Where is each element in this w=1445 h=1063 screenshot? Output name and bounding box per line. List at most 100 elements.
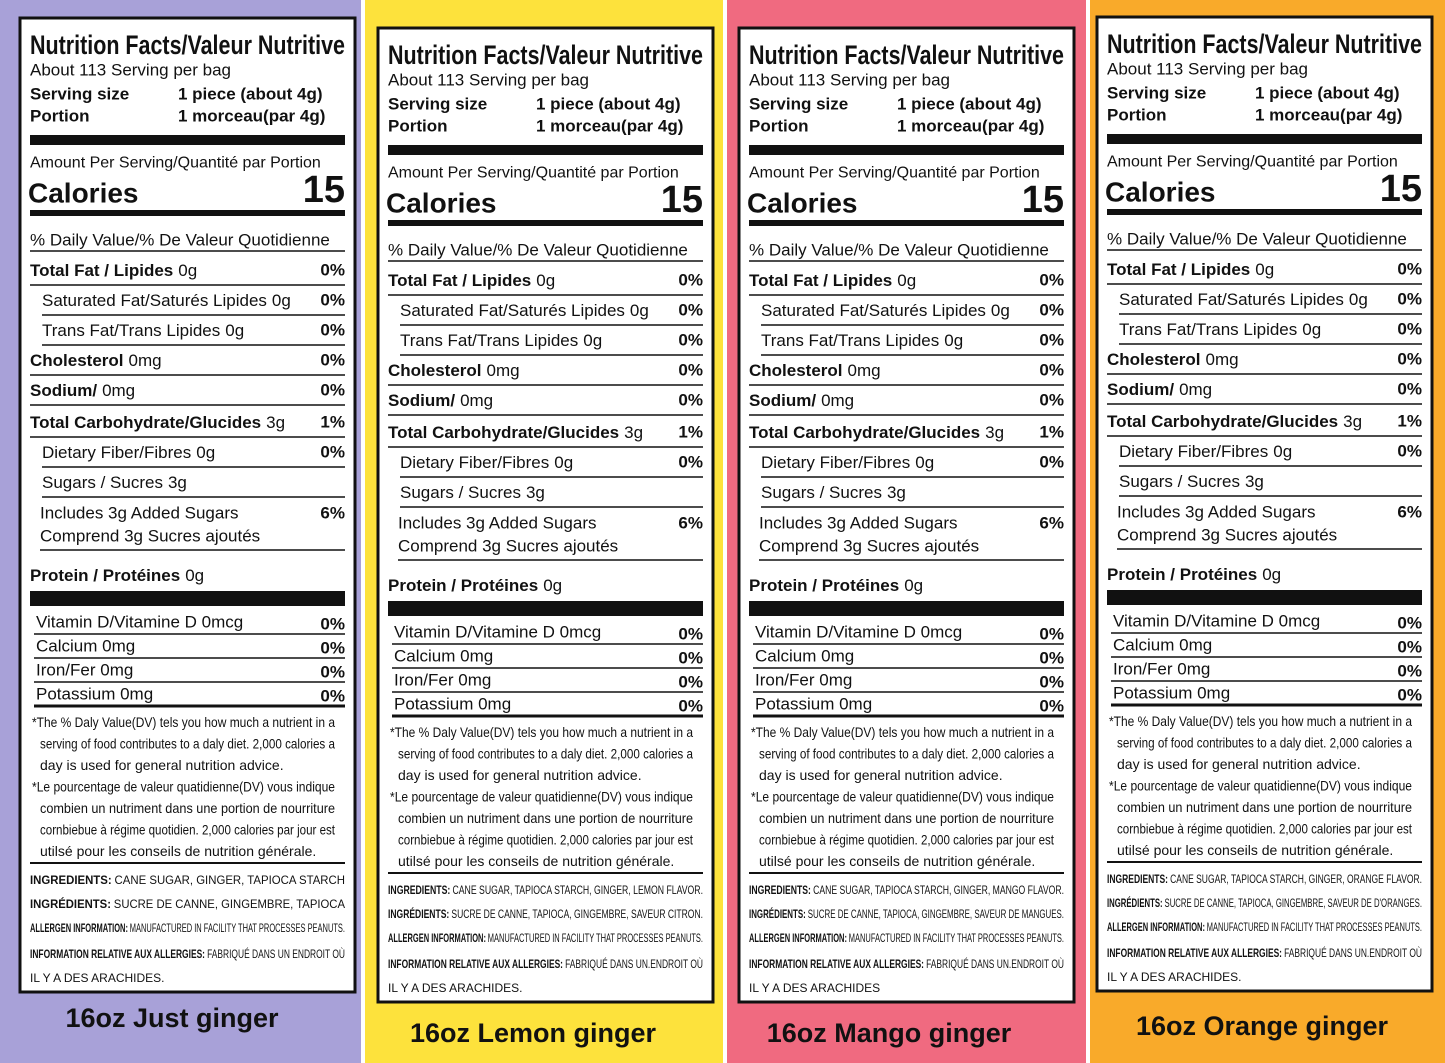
- protein-row: Protein / Protéines 0g: [388, 576, 562, 595]
- footnote: serving of food contributes to a daly di…: [759, 746, 1054, 762]
- ingredients-line: INFORMATION RELATIVE AUX ALLERGIES:FABRI…: [1107, 945, 1422, 960]
- nutrient-name: Saturated Fat/Saturés Lipides: [761, 301, 986, 320]
- nutrient-name: Sugars / Sucres: [42, 473, 163, 492]
- vitamin-dv: 0%: [1039, 673, 1064, 692]
- vitamin-dv: 0%: [1397, 686, 1422, 705]
- ingredients-text: IL Y A DES ARACHIDES.: [388, 981, 523, 995]
- ingredients-line: IL Y A DES ARACHIDES.: [30, 971, 165, 985]
- nutrient-amount: 0g: [897, 271, 916, 290]
- nutrient-amount: 3g: [168, 473, 187, 492]
- bar-rule: [749, 145, 1064, 155]
- nutrient-name: Cholesterol: [30, 351, 124, 370]
- added-sugars: Includes 3g Added Sugars: [40, 504, 238, 523]
- nutrient-name: Sugars / Sucres: [400, 483, 521, 502]
- nutrient-row: Sugars / Sucres 3g: [1119, 472, 1264, 491]
- nutrient-amount: 3g: [266, 413, 285, 432]
- footnote: combien un nutriment dans une portion de…: [759, 810, 1054, 826]
- ingredients-text: CANE SUGAR, GINGER, TAPIOCA STARCH: [115, 873, 345, 887]
- ingredients-line: INFORMATION RELATIVE AUX ALLERGIES:FABRI…: [388, 956, 703, 971]
- protein-name: Protein / Protéines: [388, 576, 538, 595]
- vitamin-dv: 0%: [678, 625, 703, 644]
- footnote: utilsé pour les conseils de nutrition gé…: [398, 853, 674, 869]
- vitamin-dv: 0%: [1397, 614, 1422, 633]
- nutrient-row: Total Fat / Lipides 0g: [30, 261, 197, 280]
- ingredients-line: IL Y A DES ARACHIDES: [749, 981, 880, 995]
- footnote: cornbiebue à régime quotidien. 2,000 cal…: [398, 832, 693, 848]
- nutrient-name: Trans Fat/Trans Lipides: [42, 321, 220, 340]
- dv-header: % Daily Value/% De Valeur Quotidienne: [749, 241, 1049, 260]
- bar-rule: [1107, 209, 1422, 215]
- nutrient-row: Sodium/0mg: [749, 391, 854, 410]
- nutrient-name: Total Carbohydrate/Glucides: [30, 413, 261, 432]
- amount-per-serving: Amount Per Serving/Quantité par Portion: [30, 155, 321, 172]
- ingredients-text: MANUFACTURED IN FACILITY THAT PROCESSES …: [849, 931, 1064, 945]
- nutrient-dv: 1%: [1039, 423, 1064, 442]
- nutrient-row: Total Carbohydrate/Glucides 3g: [30, 413, 285, 432]
- ingredients-label: INGREDIENTS:: [749, 883, 811, 897]
- nutrient-dv: 0%: [678, 301, 703, 320]
- nutrient-dv: 1%: [320, 413, 345, 432]
- footnote: combien un nutriment dans une portion de…: [40, 800, 335, 816]
- footnote: cornbiebue à régime quotidien. 2,000 cal…: [40, 822, 335, 838]
- nutrient-dv: 0%: [1039, 331, 1064, 350]
- nutrient-row: Saturated Fat/Saturés Lipides 0g: [1119, 290, 1368, 309]
- protein-name: Protein / Protéines: [749, 576, 899, 595]
- serving-label: Portion: [388, 117, 448, 136]
- nutrient-amount: 3g: [624, 423, 643, 442]
- ingredients-line: INFORMATION RELATIVE AUX ALLERGIES:FABRI…: [749, 956, 1064, 971]
- vitamin-name: Vitamin D/Vitamine D 0mcg: [394, 623, 601, 642]
- footnote: utilsé pour les conseils de nutrition gé…: [40, 843, 316, 859]
- serving-value: 1 morceau(par 4g): [536, 117, 683, 136]
- vitamin-dv: 0%: [678, 673, 703, 692]
- nutrient-dv: 1%: [678, 423, 703, 442]
- nutrient-dv: 0%: [320, 261, 345, 280]
- nutrient-amount: 0g: [944, 331, 963, 350]
- label-box: [376, 26, 715, 1004]
- servings: About 113 Serving per bag: [30, 61, 231, 80]
- nutrient-row: Dietary Fiber/Fibres 0g: [761, 453, 934, 472]
- calories-label: Calories: [28, 178, 139, 209]
- protein-amount: 0g: [904, 576, 923, 595]
- label-box: [737, 26, 1076, 1004]
- nutrient-name: Cholesterol: [388, 361, 482, 380]
- added-sugars: Comprend 3g Sucres ajoutés: [1117, 526, 1337, 545]
- ingredients-label: INGREDIENTS:: [388, 883, 450, 897]
- bar-rule: [30, 135, 345, 145]
- nutrient-row: Sodium/0mg: [388, 391, 493, 410]
- nutrient-amount: 0mg: [1179, 380, 1212, 399]
- footnote: *Le pourcentage de valeur quatidienne(DV…: [32, 779, 335, 795]
- serving-label: Portion: [749, 117, 809, 136]
- nutrient-dv: 0%: [320, 443, 345, 462]
- vitamin-name: Calcium 0mg: [394, 647, 493, 666]
- ingredients-label: INGREDIENTS:: [1107, 872, 1168, 886]
- nutrient-amount: 0mg: [129, 351, 162, 370]
- nutrient-dv: 0%: [678, 331, 703, 350]
- footnote: day is used for general nutrition advice…: [40, 757, 284, 773]
- ingredients-line: ALLERGEN INFORMATION:MANUFACTURED IN FAC…: [30, 921, 345, 935]
- nutrient-name: Total Fat / Lipides: [30, 261, 173, 280]
- serving-label: Serving size: [388, 95, 487, 114]
- bar-rule: [749, 220, 1064, 226]
- nutrient-dv: 0%: [320, 321, 345, 340]
- bar-rule: [1107, 590, 1422, 605]
- footnote: *Le pourcentage de valeur quatidienne(DV…: [1109, 778, 1412, 794]
- nutrient-name: Dietary Fiber/Fibres: [400, 453, 549, 472]
- nutrient-row: Saturated Fat/Saturés Lipides 0g: [761, 301, 1010, 320]
- added-sugars-dv: 6%: [320, 504, 345, 523]
- panel-caption: 16oz Orange ginger: [1136, 1011, 1389, 1041]
- nutrient-name: Total Carbohydrate/Glucides: [388, 423, 619, 442]
- bar-rule: [30, 591, 345, 606]
- footnote: *The % Daly Value(DV) tels you how much …: [390, 724, 693, 740]
- vitamin-dv: 0%: [1039, 697, 1064, 716]
- ingredients-label: INFORMATION RELATIVE AUX ALLERGIES:: [388, 957, 563, 971]
- vitamin-dv: 0%: [1397, 662, 1422, 681]
- nutrient-row: Total Fat / Lipides 0g: [388, 271, 555, 290]
- dv-header: % Daily Value/% De Valeur Quotidienne: [1107, 230, 1407, 249]
- footnote: *Le pourcentage de valeur quatidienne(DV…: [390, 789, 693, 805]
- ingredients-label: INGRÉDIENTS:: [1107, 895, 1163, 910]
- ingredients-line: INGRÉDIENTS:SUCRE DE CANNE, TAPIOCA, GIN…: [1107, 895, 1422, 910]
- serving-value: 1 piece (about 4g): [897, 95, 1042, 114]
- ingredients-line: INFORMATION RELATIVE AUX ALLERGIES:FABRI…: [30, 946, 345, 961]
- nutrient-amount: 3g: [526, 483, 545, 502]
- vitamin-name: Iron/Fer 0mg: [1113, 660, 1210, 679]
